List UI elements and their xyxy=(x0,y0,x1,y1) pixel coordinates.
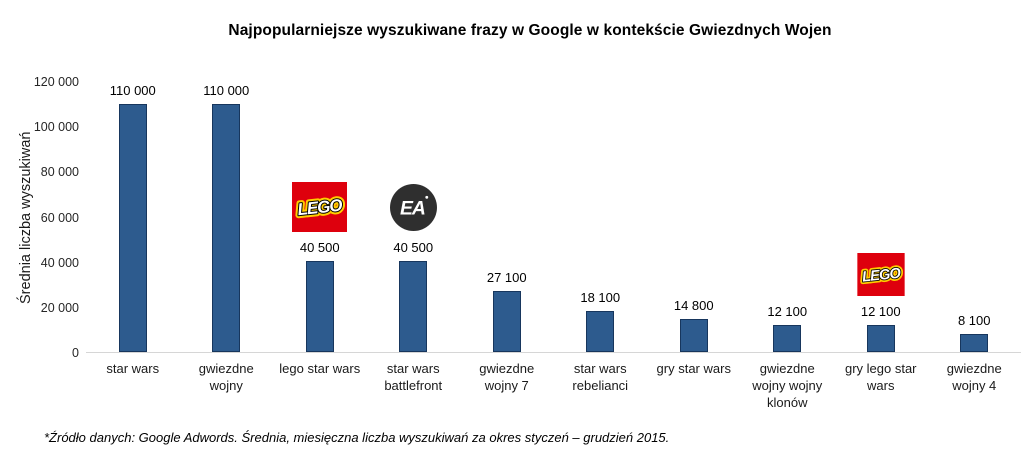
bar-value-label: 40 500 xyxy=(299,240,340,255)
bar xyxy=(305,261,334,352)
bar-column: 14 800 xyxy=(647,82,741,352)
y-tick-label: 0 xyxy=(72,346,79,360)
ea-logo-icon: EA xyxy=(389,183,438,232)
bar xyxy=(679,319,708,352)
bar-column: 12 100 xyxy=(741,82,835,352)
x-axis-label: gwiezdne wojny xyxy=(198,361,254,393)
bar xyxy=(492,291,521,352)
lego-logo-icon: LEGO LEGO xyxy=(857,253,905,296)
chart-title: Najpopularniejsze wyszukiwane frazy w Go… xyxy=(228,22,832,39)
x-axis-label: star wars battlefront xyxy=(384,361,443,393)
x-axis-label: star wars xyxy=(106,361,160,376)
y-tick-label: 120 000 xyxy=(33,75,79,89)
bar-column: 110 000 xyxy=(86,82,180,352)
x-axis-label: star wars rebelianci xyxy=(572,361,629,393)
bar-value-label: 27 100 xyxy=(486,270,527,285)
y-axis-tick-labels: 0 20 000 40 000 60 000 80 000 100 000 120 000 xyxy=(0,75,79,360)
x-axis-label: gry star wars xyxy=(656,361,731,376)
bar xyxy=(866,325,895,352)
y-tick-label: 40 000 xyxy=(40,255,79,270)
x-axis-label: lego star wars xyxy=(279,361,361,376)
source-footnote: *Źródło danych: Google Adwords. Średnia,… xyxy=(44,430,670,445)
bar-value-label: 110 000 xyxy=(109,83,156,98)
bar xyxy=(399,261,428,352)
bar-column: EA 40 500 xyxy=(367,82,461,352)
bar-value-label: 12 100 xyxy=(860,304,901,319)
lego-logo-icon: LEGO LEGO xyxy=(292,182,348,232)
y-tick-label: 80 000 xyxy=(40,165,79,180)
x-axis-label: gry lego star wars xyxy=(844,361,917,393)
bar-value-label: 12 100 xyxy=(767,304,808,319)
bar-value-label: 40 500 xyxy=(393,240,434,255)
bar-value-label: 14 800 xyxy=(673,298,714,313)
bar-column: LEGO LEGO 40 500 xyxy=(273,82,367,352)
bar xyxy=(960,334,989,352)
bar-column: 8 100 xyxy=(928,82,1022,352)
bar-column: 110 000 xyxy=(180,82,274,352)
x-axis-label: gwiezdne wojny 7 xyxy=(479,361,535,393)
y-tick-label: 20 000 xyxy=(40,300,79,315)
bar xyxy=(212,104,241,352)
bar-column: LEGO LEGO 12 100 xyxy=(834,82,928,352)
x-axis-labels: star wars gwiezdne wojny lego star wars sta… xyxy=(86,361,1021,412)
y-tick-label: 100 000 xyxy=(33,120,79,135)
x-axis-label: gwiezdne wojny 4 xyxy=(946,361,1002,393)
bar-value-label: 110 000 xyxy=(203,83,250,98)
x-axis-label: gwiezdne wojny wojny klonów xyxy=(752,361,823,410)
bar-value-label: 8 100 xyxy=(957,313,991,328)
y-tick-label: 60 000 xyxy=(40,210,79,225)
bar xyxy=(586,311,615,352)
bar-value-label: 18 100 xyxy=(580,290,621,305)
svg-text:EA: EA xyxy=(400,198,425,220)
svg-text:LEGO: LEGO xyxy=(861,266,902,286)
bar xyxy=(773,325,802,352)
plot-area: 110 000 110 000 LEGO LEGO 40 500 EA 40 500 27 1… xyxy=(86,82,1021,353)
bar-column: 18 100 xyxy=(554,82,648,352)
bar xyxy=(118,104,147,352)
bar-column: 27 100 xyxy=(460,82,554,352)
